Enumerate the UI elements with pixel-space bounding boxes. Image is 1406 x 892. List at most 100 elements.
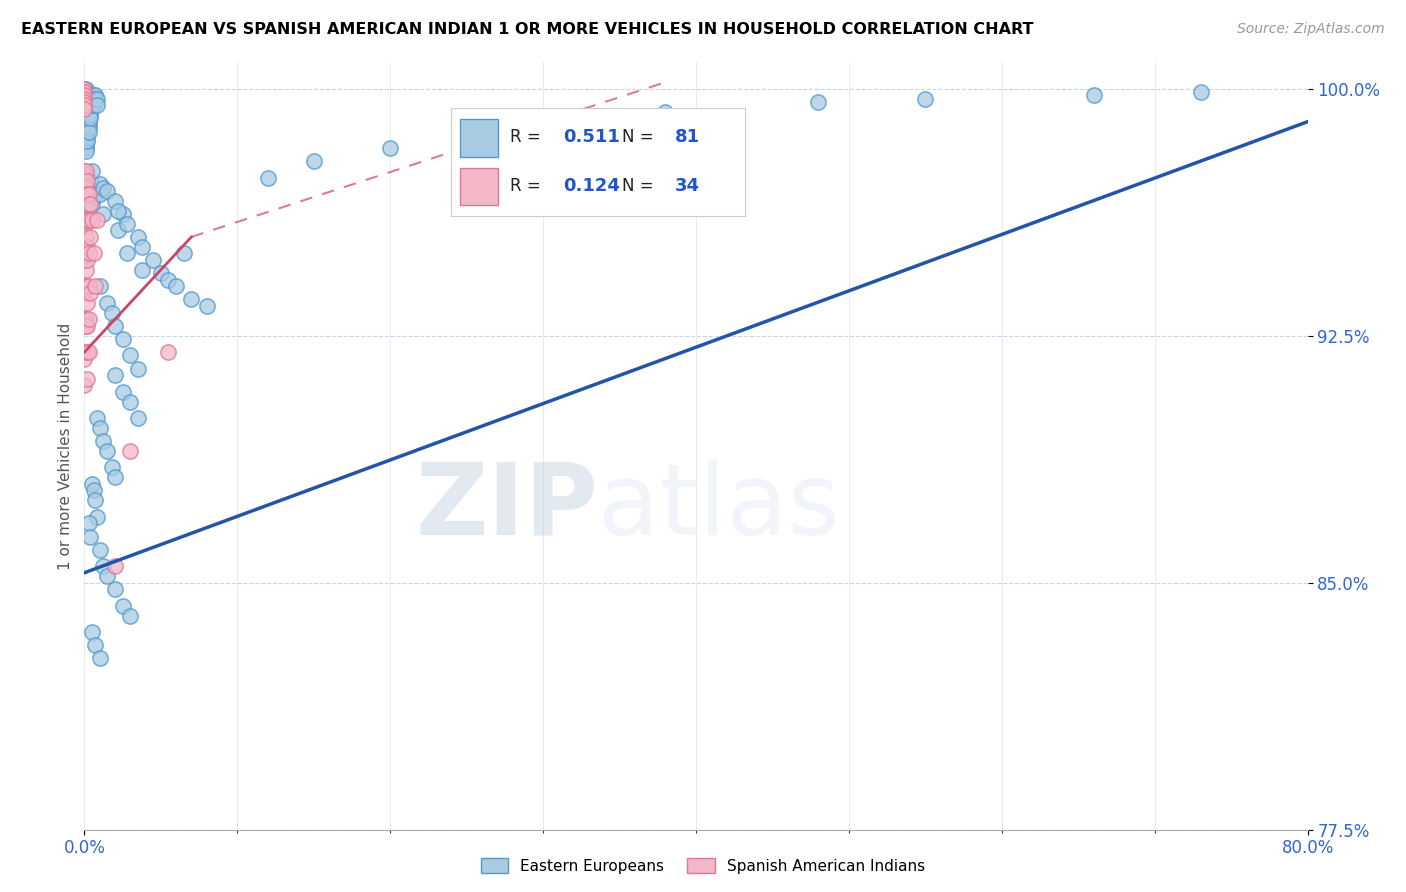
Point bbox=[79, 174, 101, 188]
Point bbox=[77, 88, 100, 103]
Point bbox=[173, 246, 195, 260]
Point bbox=[83, 92, 105, 106]
Point bbox=[91, 434, 114, 448]
Point bbox=[89, 178, 111, 192]
Point bbox=[84, 638, 107, 652]
Point bbox=[79, 197, 101, 211]
Point bbox=[75, 145, 97, 159]
Point bbox=[73, 92, 96, 106]
Point bbox=[96, 295, 118, 310]
Point bbox=[120, 394, 142, 409]
Point bbox=[75, 213, 97, 227]
Point bbox=[77, 279, 100, 293]
Point bbox=[79, 112, 101, 126]
Point bbox=[77, 312, 100, 326]
Point bbox=[79, 285, 101, 300]
Point bbox=[120, 444, 142, 458]
Point bbox=[73, 114, 96, 128]
Point bbox=[80, 625, 103, 640]
Point bbox=[75, 135, 97, 149]
Point bbox=[76, 318, 98, 333]
Point bbox=[73, 108, 96, 122]
Point bbox=[75, 263, 97, 277]
Point bbox=[75, 95, 97, 109]
Text: Source: ZipAtlas.com: Source: ZipAtlas.com bbox=[1237, 22, 1385, 37]
Point bbox=[73, 98, 96, 112]
Point bbox=[73, 164, 96, 178]
Point bbox=[89, 542, 111, 557]
Point bbox=[73, 98, 96, 112]
Point bbox=[76, 108, 98, 122]
Point bbox=[76, 114, 98, 128]
Point bbox=[77, 92, 100, 106]
Point bbox=[73, 102, 96, 116]
Point bbox=[101, 306, 124, 320]
Point bbox=[73, 167, 96, 181]
Point bbox=[73, 95, 96, 109]
Point bbox=[76, 135, 98, 149]
Point bbox=[91, 559, 114, 574]
Point bbox=[77, 125, 100, 139]
Point bbox=[914, 92, 936, 106]
Point bbox=[75, 141, 97, 155]
Point bbox=[107, 223, 129, 237]
Point bbox=[77, 180, 100, 194]
Point bbox=[73, 88, 96, 103]
Point bbox=[79, 104, 101, 119]
Point bbox=[86, 213, 108, 227]
Point bbox=[73, 118, 96, 132]
Point bbox=[80, 476, 103, 491]
Point bbox=[111, 207, 134, 221]
Point bbox=[80, 164, 103, 178]
Point bbox=[111, 384, 134, 399]
Point bbox=[77, 516, 100, 531]
Text: ZIP: ZIP bbox=[415, 458, 598, 556]
Point bbox=[257, 170, 280, 185]
Point bbox=[76, 240, 98, 254]
Y-axis label: 1 or more Vehicles in Household: 1 or more Vehicles in Household bbox=[58, 322, 73, 570]
Point bbox=[73, 102, 96, 116]
Point bbox=[75, 114, 97, 128]
Point bbox=[76, 174, 98, 188]
Point bbox=[104, 559, 127, 574]
Point bbox=[115, 246, 138, 260]
Point bbox=[73, 88, 96, 103]
Point bbox=[96, 569, 118, 583]
Point bbox=[73, 312, 96, 326]
Point bbox=[76, 371, 98, 385]
Point bbox=[157, 345, 180, 359]
Point bbox=[104, 318, 127, 333]
Point bbox=[75, 230, 97, 244]
Point bbox=[76, 131, 98, 145]
Point bbox=[115, 217, 138, 231]
Point bbox=[75, 131, 97, 145]
Point bbox=[83, 190, 105, 204]
Point bbox=[180, 293, 202, 307]
Point bbox=[79, 92, 101, 106]
Point bbox=[76, 125, 98, 139]
Point bbox=[89, 187, 111, 202]
Point bbox=[127, 361, 149, 376]
Point bbox=[73, 95, 96, 109]
Point bbox=[76, 112, 98, 126]
Point bbox=[75, 118, 97, 132]
Point bbox=[77, 112, 100, 126]
Point bbox=[96, 444, 118, 458]
Point bbox=[89, 421, 111, 435]
Point bbox=[73, 92, 96, 106]
Point bbox=[104, 582, 127, 597]
Point bbox=[807, 95, 830, 109]
Point bbox=[73, 85, 96, 99]
Point bbox=[83, 246, 105, 260]
Point bbox=[84, 88, 107, 103]
Point bbox=[79, 530, 101, 544]
Point bbox=[73, 187, 96, 202]
Point bbox=[73, 104, 96, 119]
Point bbox=[654, 104, 676, 119]
Point bbox=[73, 180, 96, 194]
Point bbox=[75, 108, 97, 122]
Point bbox=[79, 230, 101, 244]
Point bbox=[86, 92, 108, 106]
Point bbox=[73, 95, 96, 109]
Point bbox=[76, 104, 98, 119]
